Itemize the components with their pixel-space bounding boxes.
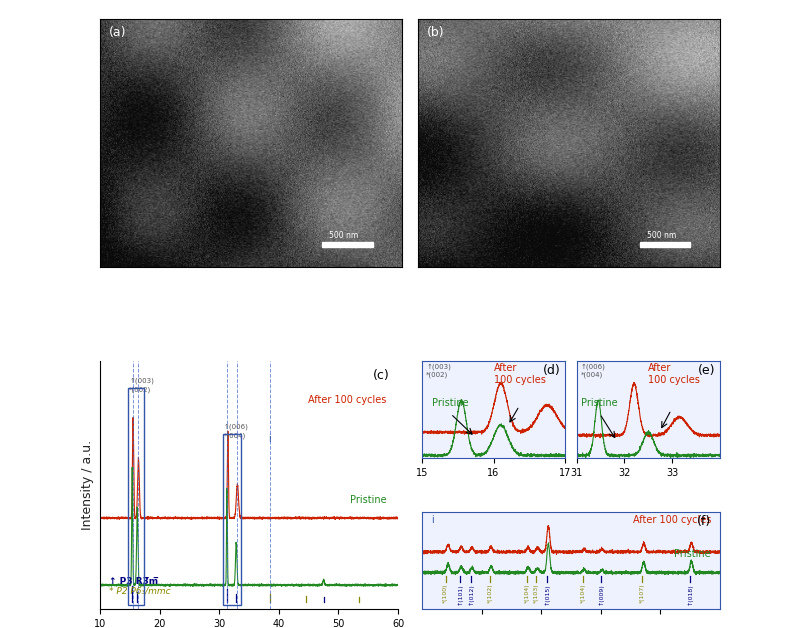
Text: ↑(015): ↑(015) bbox=[545, 583, 550, 605]
Text: Pristine: Pristine bbox=[674, 549, 711, 559]
Text: After 100 cycles: After 100 cycles bbox=[308, 394, 386, 404]
Text: ↑(006): ↑(006) bbox=[581, 363, 606, 370]
Text: *(002): *(002) bbox=[426, 372, 449, 378]
Text: ↑ P3 R3̅m̅: ↑ P3 R3̅m̅ bbox=[109, 577, 158, 587]
Text: *(100): *(100) bbox=[443, 583, 448, 603]
Text: 500 nm: 500 nm bbox=[647, 230, 676, 239]
Text: ↑(003): ↑(003) bbox=[130, 377, 154, 384]
Text: After 100 cycles: After 100 cycles bbox=[633, 515, 711, 525]
Text: i: i bbox=[431, 515, 434, 525]
Text: *(102): *(102) bbox=[487, 583, 492, 603]
Y-axis label: Intensity / a.u.: Intensity / a.u. bbox=[82, 440, 94, 530]
Text: (e): (e) bbox=[698, 364, 716, 377]
Text: (c): (c) bbox=[372, 369, 389, 382]
Text: *(104): *(104) bbox=[580, 583, 586, 603]
Text: i: i bbox=[269, 433, 271, 443]
Text: *(002): *(002) bbox=[130, 387, 151, 394]
Text: 100 cycles: 100 cycles bbox=[494, 375, 546, 385]
Text: ↑(006): ↑(006) bbox=[224, 423, 249, 430]
Text: * P2 P6₃/mmc: * P2 P6₃/mmc bbox=[109, 586, 170, 595]
Text: ↑(012): ↑(012) bbox=[468, 583, 474, 605]
Text: (f): (f) bbox=[697, 515, 711, 528]
Text: (d): (d) bbox=[543, 364, 561, 377]
Text: Pristine: Pristine bbox=[350, 495, 386, 506]
Text: 500 nm: 500 nm bbox=[330, 230, 358, 239]
Bar bbox=[128, 388, 144, 605]
Text: (a): (a) bbox=[109, 26, 126, 40]
Text: ↑(018): ↑(018) bbox=[687, 583, 693, 605]
Text: (b): (b) bbox=[426, 26, 444, 40]
Bar bbox=[223, 433, 242, 605]
Text: Pristine: Pristine bbox=[432, 398, 469, 408]
Text: After: After bbox=[648, 363, 672, 373]
Text: *(104): *(104) bbox=[524, 583, 530, 603]
Text: 100 cycles: 100 cycles bbox=[648, 375, 700, 385]
Text: ↑(003): ↑(003) bbox=[426, 363, 451, 370]
Text: *(103): *(103) bbox=[534, 583, 539, 603]
Bar bbox=[322, 242, 373, 247]
Text: ↑(101): ↑(101) bbox=[458, 583, 462, 605]
Text: *(107): *(107) bbox=[640, 583, 645, 603]
Text: *(004): *(004) bbox=[224, 433, 246, 439]
Text: ↑(009): ↑(009) bbox=[598, 583, 603, 605]
Bar bbox=[640, 242, 690, 247]
Text: *(004): *(004) bbox=[581, 372, 603, 378]
Text: Pristine: Pristine bbox=[581, 398, 618, 408]
Text: After: After bbox=[494, 363, 517, 373]
